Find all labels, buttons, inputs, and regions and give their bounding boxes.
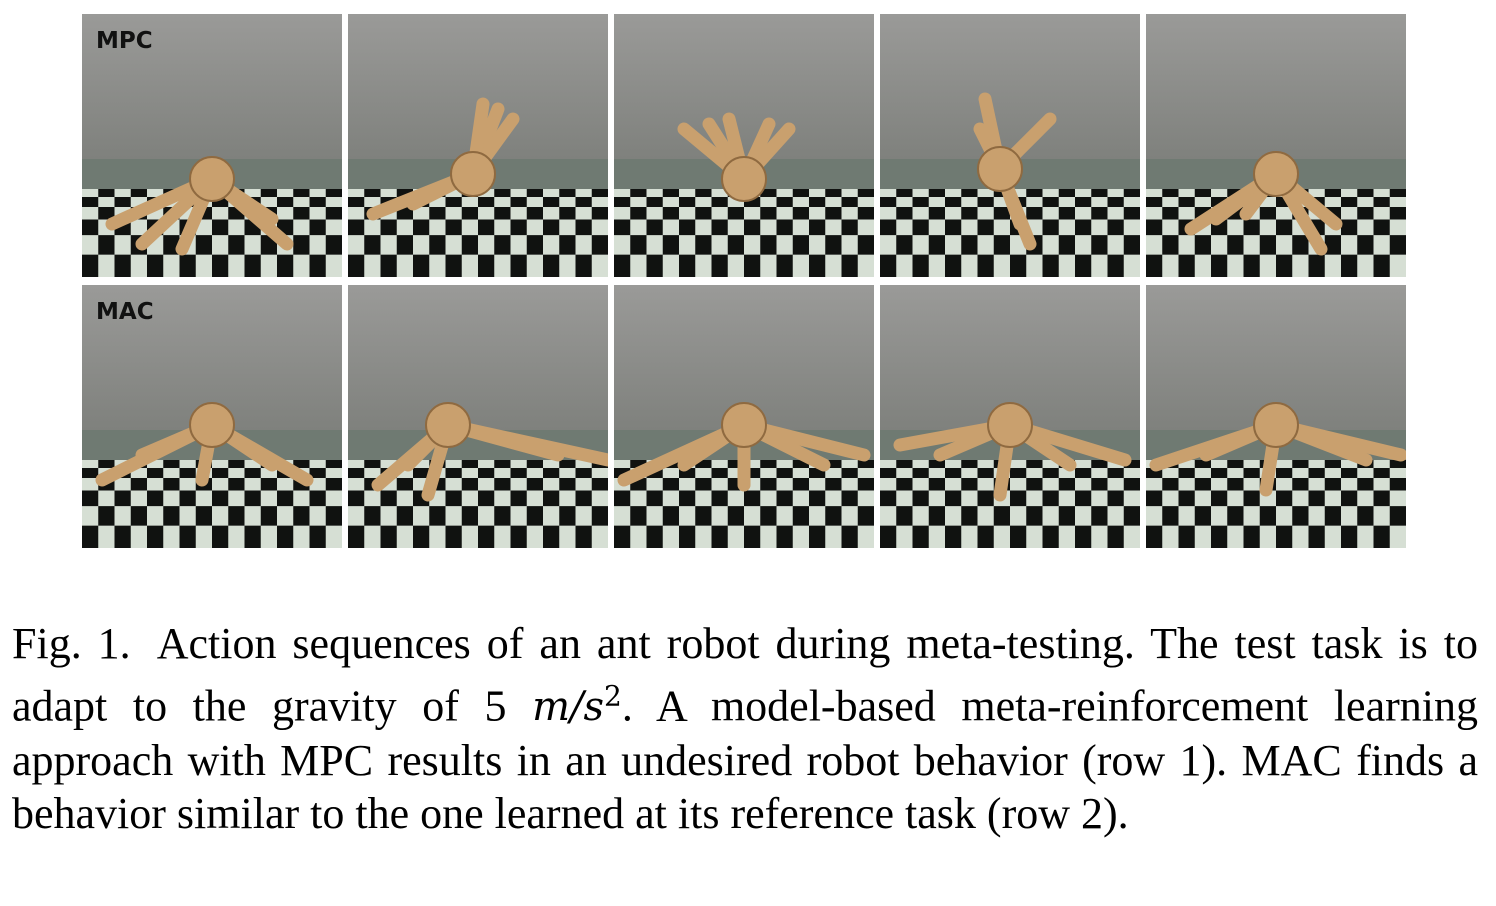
- sim-frame-mac-2: [348, 285, 608, 548]
- checkerboard-floor: [880, 460, 1140, 548]
- ant-robot: [95, 402, 314, 487]
- checkerboard-floor: [348, 460, 608, 548]
- sim-render: [348, 14, 608, 277]
- ant-robot: [677, 112, 796, 202]
- sim-render: [1146, 285, 1406, 548]
- checkerboard-floor: [1146, 460, 1406, 548]
- sim-frame-mpc-1: MPC: [82, 14, 342, 277]
- caption-math-exponent: 2: [604, 680, 622, 713]
- caption-text-part-2: . A model-based meta-reinforcement learn…: [12, 681, 1478, 839]
- checkerboard-floor: [82, 189, 342, 277]
- sim-render: [614, 14, 874, 277]
- ant-robot: [1184, 151, 1343, 256]
- sim-render: [348, 285, 608, 548]
- ant-robot: [366, 97, 520, 221]
- ant-robot: [371, 402, 608, 502]
- sim-render: [880, 14, 1140, 277]
- sim-frame-mpc-4: [880, 14, 1140, 277]
- sim-frame-mpc-2: [348, 14, 608, 277]
- sim-render: [614, 285, 874, 548]
- sim-render: [82, 285, 342, 548]
- sim-render: [1146, 14, 1406, 277]
- sim-frame-mac-5: [1146, 285, 1406, 548]
- checkerboard-floor: [1146, 189, 1406, 277]
- frame-row-mac: MAC: [82, 285, 1408, 548]
- sim-frame-mac-3: [614, 285, 874, 548]
- sim-frame-mac-1: MAC: [82, 285, 342, 548]
- ant-robot: [1149, 402, 1406, 497]
- ant-robot: [973, 92, 1057, 251]
- row-label-mac: MAC: [96, 299, 154, 325]
- sim-frame-mpc-5: [1146, 14, 1406, 277]
- sim-frame-mac-4: [880, 285, 1140, 548]
- checkerboard-floor: [880, 189, 1140, 277]
- ant-robot: [105, 156, 294, 256]
- ant-robot: [617, 402, 871, 492]
- sim-frame-mpc-3: [614, 14, 874, 277]
- figure-number: Fig. 1.: [12, 619, 131, 668]
- ant-robot: [893, 402, 1132, 502]
- sim-render: [82, 14, 342, 277]
- caption-text-part-1: Action sequences of an ant robot during …: [12, 619, 1478, 731]
- caption-math-unit: m/s2: [532, 680, 622, 731]
- frame-row-mpc: MPC: [82, 14, 1408, 277]
- checkerboard-floor: [614, 189, 874, 277]
- sim-render: [880, 285, 1140, 548]
- figure-caption: Fig. 1. Action sequences of an ant robot …: [12, 617, 1478, 840]
- figure-grid: MPC MAC: [82, 14, 1408, 556]
- row-label-mpc: MPC: [96, 28, 153, 54]
